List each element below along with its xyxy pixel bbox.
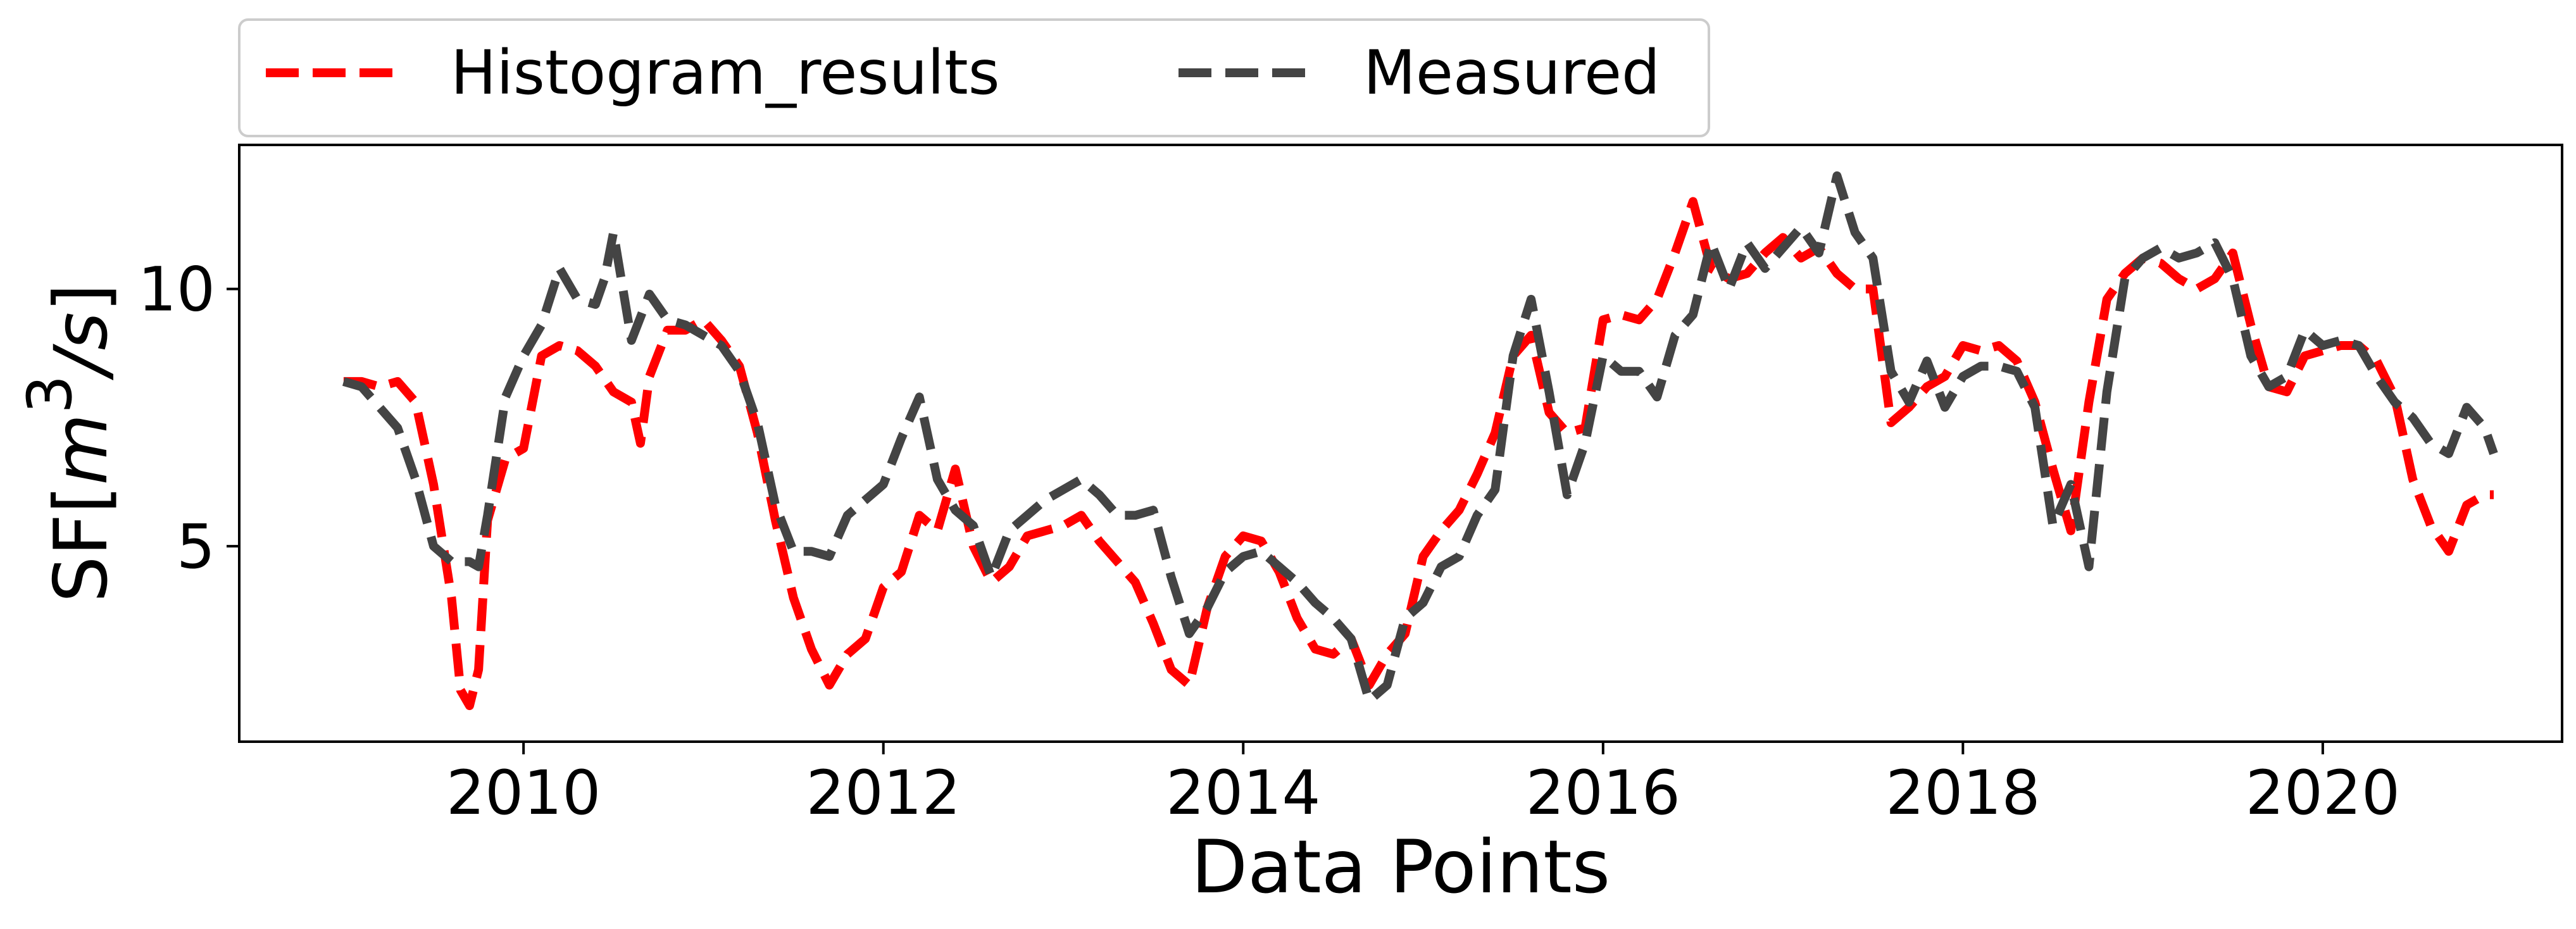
x-axis: 2010 2012 2014 2016 2018 2020: [446, 742, 2400, 828]
x-tick-label: 2012: [806, 758, 961, 828]
y-tick-label: 5: [177, 511, 215, 582]
series-line-histogram-results: [343, 197, 2494, 711]
legend-box: [238, 18, 1710, 137]
plot-area: [238, 144, 2563, 743]
y-axis-label-m: m: [39, 414, 124, 485]
y-axis: 5 10: [138, 254, 239, 582]
y-axis-label-suffix: ]: [39, 284, 124, 312]
x-tick-label: 2020: [2246, 758, 2400, 828]
y-tick-label: 10: [138, 254, 215, 325]
legend-label-measured: Measured: [1363, 37, 1660, 108]
plot-frame: [238, 144, 2563, 743]
y-axis-label-unit: /s: [39, 312, 124, 381]
y-axis-label: SF[m3/s]: [15, 284, 124, 603]
y-axis-label-prefix: SF[: [39, 485, 124, 603]
y-axis-label-exponent: 3: [15, 375, 85, 414]
x-axis-label: Data Points: [1191, 825, 1610, 910]
series-line-measured: [342, 171, 2498, 705]
legend-label-histogram-results: Histogram_results: [451, 37, 1000, 108]
legend: Histogram_results Measured: [238, 18, 1710, 137]
x-tick-label: 2016: [1526, 758, 1680, 828]
x-tick-label: 2010: [446, 758, 601, 828]
x-tick-label: 2014: [1166, 758, 1320, 828]
series-layer: [342, 171, 2498, 711]
x-tick-label: 2018: [1885, 758, 2040, 828]
